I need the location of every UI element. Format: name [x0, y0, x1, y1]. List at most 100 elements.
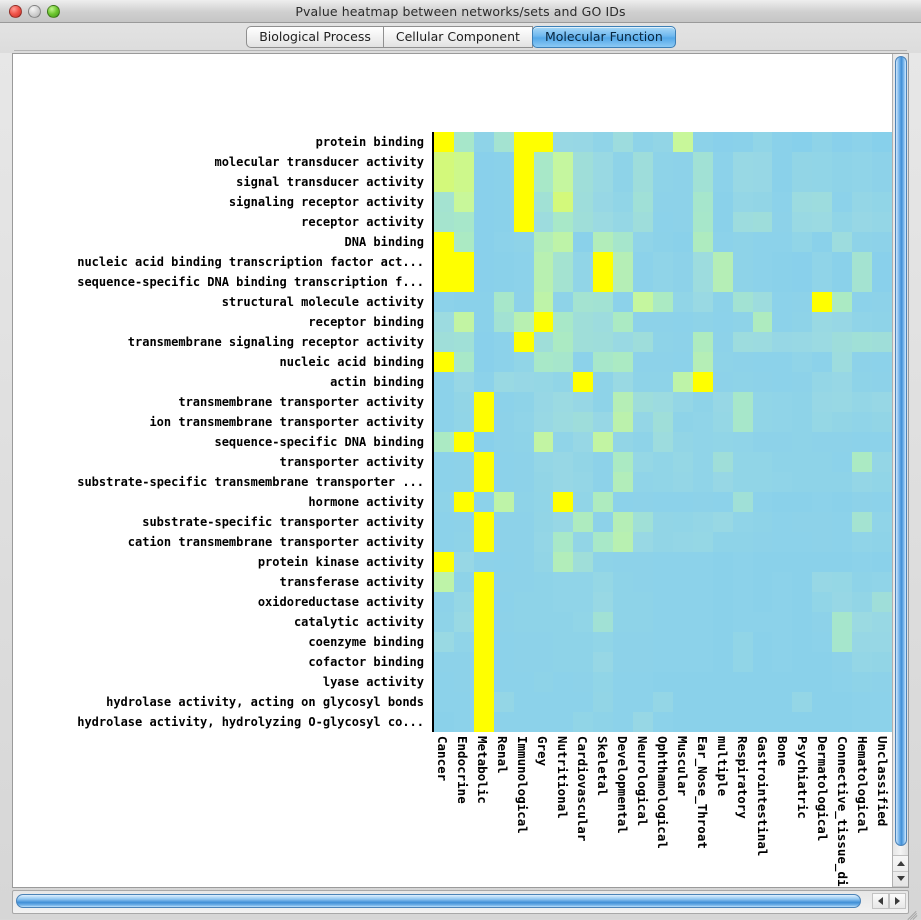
- heatmap-cell[interactable]: [712, 312, 733, 332]
- heatmap-cell[interactable]: [593, 392, 614, 412]
- heatmap-cell[interactable]: [692, 132, 713, 152]
- heatmap-cell[interactable]: [434, 492, 454, 512]
- close-button[interactable]: [9, 5, 22, 18]
- heatmap-cell[interactable]: [593, 352, 614, 372]
- heatmap-cell[interactable]: [672, 272, 693, 292]
- heatmap-cell[interactable]: [692, 552, 713, 572]
- heatmap-cell[interactable]: [672, 572, 693, 592]
- heatmap-cell[interactable]: [692, 492, 713, 512]
- heatmap-cell[interactable]: [871, 532, 892, 552]
- heatmap-cell[interactable]: [573, 212, 594, 232]
- heatmap-cell[interactable]: [672, 432, 693, 452]
- heatmap-cell[interactable]: [533, 472, 554, 492]
- heatmap-cell[interactable]: [613, 692, 634, 712]
- heatmap-cell[interactable]: [852, 572, 872, 592]
- heatmap-cell[interactable]: [752, 292, 773, 312]
- heatmap-cell[interactable]: [593, 712, 614, 732]
- heatmap-cell[interactable]: [533, 272, 554, 292]
- heatmap-cell[interactable]: [732, 292, 753, 312]
- heatmap-cell[interactable]: [832, 272, 853, 292]
- heatmap-cell[interactable]: [473, 532, 494, 552]
- heatmap-cell[interactable]: [871, 652, 892, 672]
- heatmap-cell[interactable]: [593, 492, 614, 512]
- heatmap-cell[interactable]: [812, 572, 833, 592]
- heatmap-cell[interactable]: [772, 452, 793, 472]
- heatmap-cell[interactable]: [752, 312, 773, 332]
- minimize-button[interactable]: [28, 5, 41, 18]
- heatmap-cell[interactable]: [453, 292, 474, 312]
- heatmap-cell[interactable]: [832, 632, 853, 652]
- heatmap-cell[interactable]: [553, 692, 574, 712]
- heatmap-cell[interactable]: [533, 432, 554, 452]
- heatmap-cell[interactable]: [792, 292, 813, 312]
- heatmap-cell[interactable]: [533, 412, 554, 432]
- heatmap-cell[interactable]: [493, 212, 514, 232]
- heatmap-cell[interactable]: [852, 512, 872, 532]
- heatmap-cell[interactable]: [453, 412, 474, 432]
- heatmap-cell[interactable]: [493, 712, 514, 732]
- heatmap-cell[interactable]: [473, 512, 494, 532]
- heatmap-cell[interactable]: [633, 612, 653, 632]
- heatmap-cell[interactable]: [473, 652, 494, 672]
- heatmap-cell[interactable]: [513, 652, 534, 672]
- heatmap-cell[interactable]: [871, 512, 892, 532]
- heatmap-plot[interactable]: [432, 132, 892, 732]
- heatmap-cell[interactable]: [553, 132, 574, 152]
- heatmap-cell[interactable]: [593, 672, 614, 692]
- heatmap-cell[interactable]: [772, 432, 793, 452]
- heatmap-cell[interactable]: [732, 552, 753, 572]
- heatmap-cell[interactable]: [732, 592, 753, 612]
- heatmap-cell[interactable]: [672, 652, 693, 672]
- heatmap-cell[interactable]: [832, 432, 853, 452]
- heatmap-cell[interactable]: [533, 632, 554, 652]
- heatmap-cell[interactable]: [652, 172, 673, 192]
- heatmap-cell[interactable]: [772, 312, 793, 332]
- heatmap-cell[interactable]: [812, 352, 833, 372]
- heatmap-cell[interactable]: [792, 592, 813, 612]
- heatmap-cell[interactable]: [712, 392, 733, 412]
- heatmap-cell[interactable]: [593, 472, 614, 492]
- heatmap-cell[interactable]: [493, 152, 514, 172]
- heatmap-cell[interactable]: [493, 352, 514, 372]
- heatmap-cell[interactable]: [712, 452, 733, 472]
- heatmap-cell[interactable]: [553, 352, 574, 372]
- heatmap-cell[interactable]: [692, 172, 713, 192]
- heatmap-cell[interactable]: [812, 392, 833, 412]
- heatmap-cell[interactable]: [792, 412, 813, 432]
- heatmap-cell[interactable]: [593, 272, 614, 292]
- heatmap-cell[interactable]: [852, 552, 872, 572]
- heatmap-cell[interactable]: [533, 572, 554, 592]
- heatmap-cell[interactable]: [473, 372, 494, 392]
- heatmap-cell[interactable]: [633, 452, 653, 472]
- heatmap-cell[interactable]: [593, 572, 614, 592]
- resize-grip-icon[interactable]: [905, 904, 919, 920]
- heatmap-cell[interactable]: [652, 632, 673, 652]
- heatmap-cell[interactable]: [473, 592, 494, 612]
- heatmap-cell[interactable]: [533, 672, 554, 692]
- heatmap-cell[interactable]: [513, 232, 534, 252]
- heatmap-cell[interactable]: [434, 712, 454, 732]
- heatmap-cell[interactable]: [593, 212, 614, 232]
- heatmap-cell[interactable]: [533, 492, 554, 512]
- heatmap-cell[interactable]: [652, 392, 673, 412]
- heatmap-cell[interactable]: [832, 592, 853, 612]
- heatmap-cell[interactable]: [712, 172, 733, 192]
- heatmap-cell[interactable]: [792, 572, 813, 592]
- heatmap-cell[interactable]: [553, 672, 574, 692]
- heatmap-cell[interactable]: [752, 632, 773, 652]
- heatmap-cell[interactable]: [792, 612, 813, 632]
- heatmap-cell[interactable]: [652, 132, 673, 152]
- heatmap-cell[interactable]: [613, 652, 634, 672]
- heatmap-cell[interactable]: [553, 292, 574, 312]
- heatmap-cell[interactable]: [732, 312, 753, 332]
- heatmap-cell[interactable]: [871, 692, 892, 712]
- heatmap-cell[interactable]: [573, 232, 594, 252]
- heatmap-cell[interactable]: [832, 232, 853, 252]
- heatmap-cell[interactable]: [633, 652, 653, 672]
- heatmap-cell[interactable]: [493, 472, 514, 492]
- heatmap-cell[interactable]: [473, 252, 494, 272]
- heatmap-cell[interactable]: [752, 432, 773, 452]
- heatmap-cell[interactable]: [473, 312, 494, 332]
- heatmap-cell[interactable]: [573, 552, 594, 572]
- heatmap-cell[interactable]: [533, 152, 554, 172]
